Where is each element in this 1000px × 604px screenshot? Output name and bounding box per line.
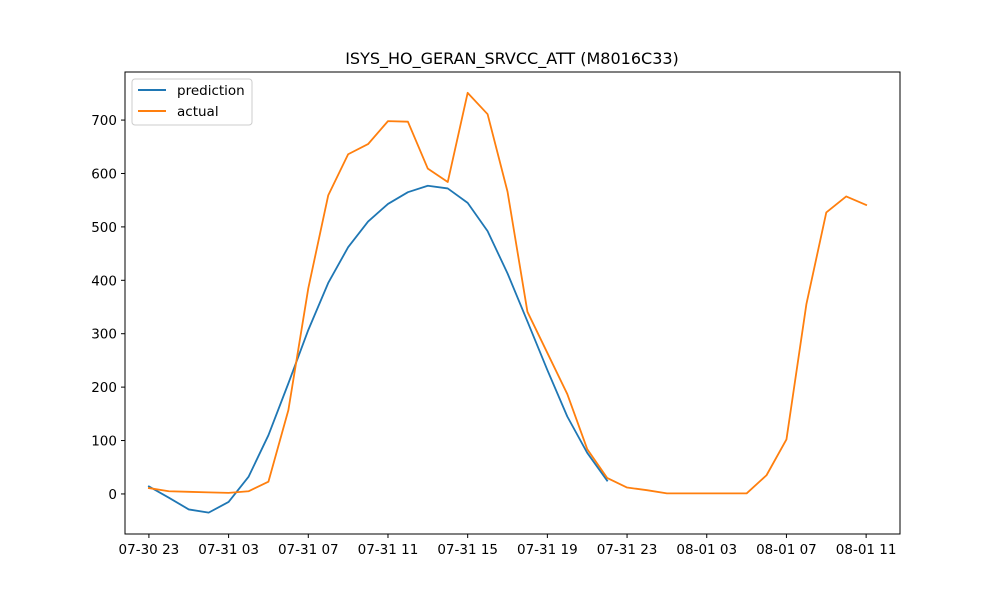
- x-tick-label: 07-31 15: [437, 542, 498, 558]
- x-tick-label: 07-31 03: [198, 542, 259, 558]
- x-tick-label: 07-31 11: [358, 542, 419, 558]
- x-tick-label: 07-31 19: [517, 542, 578, 558]
- legend-label-actual: actual: [177, 104, 219, 120]
- series-line-prediction: [147, 184, 609, 514]
- y-tick-label: 400: [91, 273, 117, 289]
- legend: prediction actual: [131, 78, 253, 126]
- x-tick-label: 07-30 23: [119, 542, 180, 558]
- series-layer: [147, 91, 868, 514]
- plot-area-frame: [124, 71, 901, 535]
- x-tick-label: 08-01 03: [676, 542, 737, 558]
- x-tick-label: 08-01 11: [836, 542, 897, 558]
- y-tick-label: 0: [108, 487, 117, 503]
- y-tick-label: 300: [91, 327, 117, 343]
- y-tick-label: 200: [91, 380, 117, 396]
- x-tick-label: 08-01 07: [756, 542, 817, 558]
- x-tick-label: 07-31 07: [278, 542, 339, 558]
- y-tick-label: 700: [91, 113, 117, 129]
- axes-layer: 07-30 23 07-31 03 07-31 07 07-31 11 07-31 15…: [91, 113, 896, 558]
- y-tick-label: 100: [91, 434, 117, 450]
- legend-label-prediction: prediction: [177, 83, 245, 99]
- y-tick-label: 600: [91, 166, 117, 182]
- chart-title: ISYS_HO_GERAN_SRVCC_ATT (M8016C33): [345, 49, 679, 69]
- series-line-actual: [147, 91, 868, 495]
- x-tick-label: 07-31 23: [597, 542, 658, 558]
- y-tick-label: 500: [91, 220, 117, 236]
